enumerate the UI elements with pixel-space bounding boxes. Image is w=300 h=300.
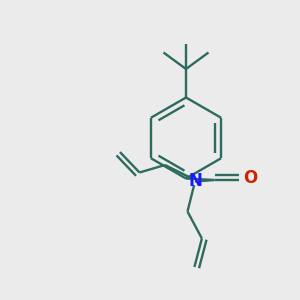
Text: O: O [243, 169, 257, 187]
Text: N: N [188, 172, 202, 190]
